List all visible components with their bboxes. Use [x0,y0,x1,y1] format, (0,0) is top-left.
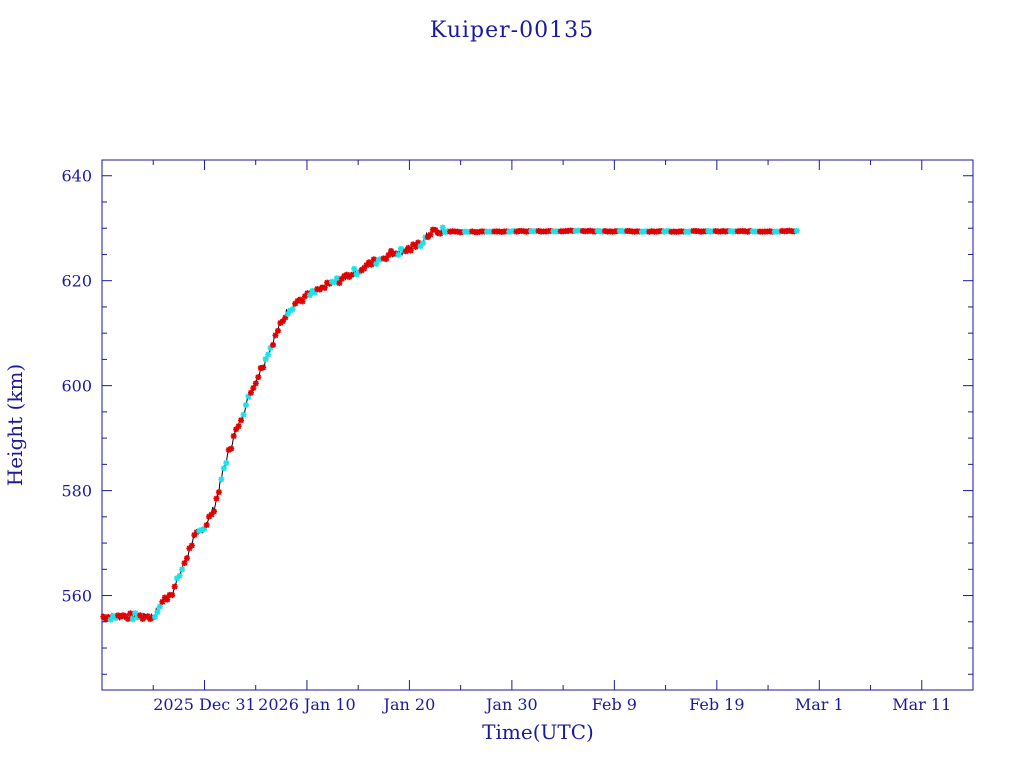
data-point [238,417,245,424]
data-point [164,596,171,603]
data-point [154,609,161,616]
data-point [213,495,220,502]
data-point [250,385,257,392]
data-point [242,402,249,409]
x-tick-label: Feb 9 [592,695,637,714]
data-point [368,261,375,268]
x-axis-label: Time(UTC) [482,720,594,744]
data-point [439,224,446,231]
x-tick-label: Feb 19 [689,695,744,714]
data-point [252,380,259,387]
data-point [151,613,158,620]
data-point [156,603,163,610]
data-point [211,508,218,515]
data-point [240,411,247,418]
data-point [183,555,190,562]
data-point [132,610,139,617]
data-point [159,598,166,605]
data-point [265,351,272,358]
y-tick-label: 640 [61,167,92,186]
data-point [169,592,176,599]
data-point [235,423,242,430]
data-point [395,251,402,258]
data-point [301,293,308,300]
data-point [412,243,419,250]
data-point [179,566,186,573]
data-point [196,527,203,534]
data-point [230,433,237,440]
data-point [129,616,136,623]
data-point [383,256,390,263]
y-axis: 560 580 600 620 640 [61,167,973,675]
data-point [171,583,178,590]
x-tick-label: Mar 11 [892,695,951,714]
data-point [299,298,306,305]
data-point [176,572,183,579]
plot-frame [101,159,974,691]
chart-title: Kuiper-00135 [430,18,594,43]
y-tick-label: 620 [61,272,92,291]
series-plot [100,224,800,623]
data-point [279,318,286,325]
x-tick-label: Jan 20 [382,695,436,714]
data-point [407,247,414,254]
data-point [272,332,279,339]
data-point [321,284,328,291]
data-point [282,314,289,321]
y-axis-label: Height (km) [3,364,27,486]
data-point [203,522,210,529]
data-point [223,460,230,467]
data-point [233,426,240,433]
data-point [306,292,313,299]
data-point [218,476,225,483]
data-point [247,389,254,396]
data-point [336,280,343,287]
y-tick-label: 560 [61,587,92,606]
x-tick-label: 2026 Jan 10 [258,695,356,714]
data-point [289,306,296,313]
data-point [420,240,427,247]
data-point [274,327,281,334]
data-point [188,542,195,549]
data-point [351,265,358,272]
x-tick-label: Mar 1 [795,695,844,714]
data-point [245,393,252,400]
data-point [270,341,277,348]
data-point [437,230,444,237]
data-point [262,356,269,363]
x-axis: 2025 Dec 31 2026 Jan 10 Jan 20 Jan 30 Feb 9 F… [152,160,974,714]
data-point [215,489,222,496]
data-point [220,465,227,472]
data-point [181,560,188,567]
data-point [427,231,434,238]
y-tick-label: 600 [61,377,92,396]
data-point [161,594,168,601]
series-line [103,226,799,622]
data-point [793,227,800,234]
data-point [137,612,144,619]
y-tick-label: 580 [61,482,92,501]
data-point [228,445,235,452]
x-tick-label: Jan 30 [484,695,538,714]
x-tick-label: 2025 Dec 31 [153,695,256,714]
data-point [255,374,262,381]
data-point [260,364,267,371]
data-point [107,616,114,623]
data-point [373,260,380,267]
